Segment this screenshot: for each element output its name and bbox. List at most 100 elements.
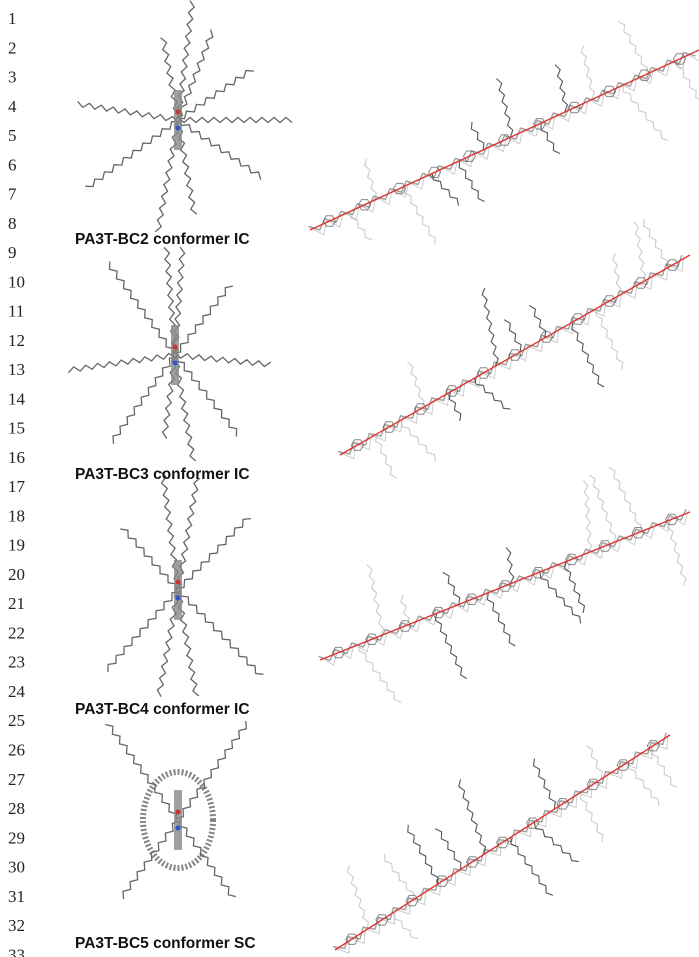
alkyl-chain — [68, 353, 175, 372]
core — [174, 90, 182, 150]
line-number: 14 — [8, 389, 26, 408]
alkyl-chain — [471, 122, 483, 150]
alkyl-chain — [407, 362, 424, 408]
alkyl-chain — [173, 286, 233, 353]
alkyl-chain — [367, 565, 384, 636]
axis-line — [335, 735, 670, 950]
line-number: 23 — [8, 653, 25, 672]
alkyl-chain — [351, 211, 372, 240]
line-number: 13 — [8, 360, 25, 379]
line-number: 18 — [8, 506, 25, 525]
panel-label: PA3T-BC3 conformer IC — [75, 466, 250, 483]
alkyl-chain — [175, 353, 271, 367]
alkyl-chain — [408, 825, 438, 885]
line-number: 19 — [8, 536, 25, 555]
alkyl-chain — [338, 255, 682, 454]
alkyl-chain — [534, 759, 556, 809]
line-number: 21 — [8, 594, 25, 613]
line-number: 16 — [8, 448, 25, 467]
alkyl-chain — [443, 572, 460, 604]
alkyl-chain — [482, 288, 498, 365]
line-number: 9 — [8, 243, 17, 262]
line-number: 6 — [8, 155, 17, 174]
alkyl-chain — [623, 85, 669, 141]
alkyl-chain — [180, 819, 236, 897]
core — [171, 325, 179, 385]
page: {"line_numbers": ["1","2","3","4","5","6… — [0, 0, 699, 957]
line-number: 30 — [8, 858, 25, 877]
alkyl-chain — [534, 822, 579, 862]
alkyl-chain — [401, 420, 436, 462]
alkyl-chain — [348, 865, 369, 929]
atom — [176, 826, 181, 831]
alkyl-chain — [120, 529, 176, 592]
alkyl-chain — [359, 644, 402, 702]
alkyl-chain — [385, 854, 414, 900]
alkyl-chain — [504, 320, 521, 352]
alkyl-chain — [376, 434, 397, 478]
line-number: 27 — [8, 770, 26, 789]
atom — [173, 345, 178, 350]
alkyl-chain — [435, 829, 461, 870]
alkyl-chain — [393, 912, 417, 939]
line-number: 25 — [8, 711, 25, 730]
line-number: 7 — [8, 185, 17, 204]
alkyl-chain — [85, 122, 179, 187]
alkyl-chain — [613, 253, 622, 295]
atom — [176, 810, 181, 815]
alkyl-chain — [581, 46, 595, 100]
axis-line — [320, 512, 690, 660]
line-number: 22 — [8, 623, 25, 642]
line-number: 24 — [8, 682, 26, 701]
axis-line — [310, 50, 699, 230]
alkyl-chain — [405, 186, 436, 245]
panel-label: PA3T-BC5 conformer SC — [75, 935, 256, 952]
line-number: 20 — [8, 565, 25, 584]
line-number: 33 — [8, 945, 25, 957]
alkyl-chain — [609, 467, 641, 532]
alkyl-chain — [333, 733, 666, 949]
line-number: 11 — [8, 302, 24, 321]
alkyl-chain — [628, 762, 659, 807]
atom — [173, 361, 178, 366]
alkyl-chain — [565, 562, 585, 613]
alkyl-chain — [555, 65, 568, 112]
atom — [176, 110, 181, 115]
atom — [176, 580, 181, 585]
alkyl-chain — [113, 357, 177, 444]
line-number: 32 — [8, 916, 25, 935]
line-number: 12 — [8, 331, 25, 350]
alkyl-chain — [572, 322, 604, 387]
alkyl-chain — [634, 222, 646, 281]
line-number: 8 — [8, 214, 17, 233]
alkyl-chain — [618, 22, 647, 75]
alkyl-chain — [459, 779, 486, 854]
line-number: 3 — [8, 68, 17, 87]
line-number: 31 — [8, 887, 25, 906]
panel-label: PA3T-BC2 conformer IC — [75, 231, 250, 248]
alkyl-chain — [177, 353, 237, 436]
line-number: 29 — [8, 828, 25, 847]
line-number: 17 — [8, 477, 26, 496]
alkyl-chain — [596, 308, 623, 370]
alkyl-chain — [651, 747, 677, 788]
alkyl-chain — [109, 261, 173, 356]
alkyl-chain — [586, 746, 602, 779]
axis-line — [340, 255, 690, 455]
alkyl-chain — [178, 118, 292, 123]
alkyl-chain — [540, 571, 581, 623]
alkyl-chain — [78, 101, 178, 122]
line-number: 2 — [8, 38, 17, 57]
alkyl-chain — [459, 161, 484, 202]
alkyl-chain — [589, 475, 616, 543]
core — [174, 560, 182, 620]
alkyl-chain — [496, 79, 512, 137]
alkyl-chain — [506, 548, 514, 584]
line-number: 10 — [8, 272, 25, 291]
line-number: 26 — [8, 741, 25, 760]
line-numbers: 1234567891011121314151617181920212223242… — [8, 9, 26, 957]
alkyl-chain — [511, 837, 553, 895]
line-number: 5 — [8, 126, 17, 145]
alkyl-chain — [435, 613, 466, 678]
alkyl-chain — [583, 480, 591, 552]
